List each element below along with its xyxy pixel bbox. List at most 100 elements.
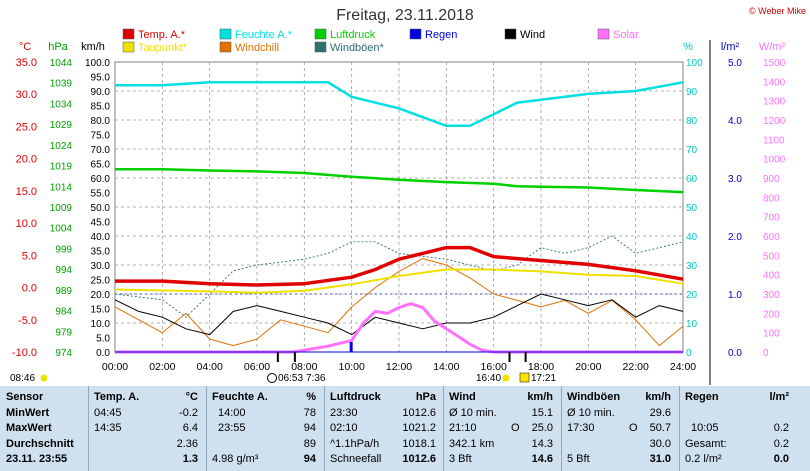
- solar-tick-6: 900: [763, 174, 780, 185]
- press-tick-3: 1029: [50, 120, 73, 131]
- time-tick-5: 10:00: [339, 361, 365, 373]
- wind-tick-6: 70.0: [91, 145, 111, 156]
- sun-icon: [40, 374, 48, 382]
- series-tempa: [115, 245, 684, 287]
- temp-tick-5: 10.0: [16, 218, 37, 230]
- solar-tick-3: 1200: [763, 116, 786, 127]
- press-tick-12: 984: [55, 307, 72, 318]
- hum-avg: 89: [303, 437, 316, 450]
- temp-tick-8: -5.0: [18, 315, 37, 327]
- gust-min-label: Ø 10 min.: [567, 406, 615, 419]
- solar-tick-12: 300: [763, 290, 780, 301]
- legend-label-7: Windchill: [235, 42, 279, 54]
- press-min: 1012.6: [402, 406, 436, 419]
- hum-tick-3: 70: [686, 145, 698, 156]
- durchschnitt-label: Durchschnitt: [6, 437, 74, 450]
- rain-tick-1: 4.0: [728, 116, 742, 127]
- wind-tick-4: 80.0: [91, 116, 111, 127]
- hum-min: 78: [303, 406, 316, 419]
- solar-tick-2: 1300: [763, 97, 786, 108]
- sunset-icon: [502, 374, 510, 382]
- wind-min: 15.1: [531, 406, 553, 419]
- gust-title: Windböen: [567, 391, 621, 403]
- temp-tick-2: 25.0: [16, 121, 37, 133]
- wind-title: Wind: [449, 391, 476, 403]
- rain-title: Regen: [685, 391, 719, 403]
- sunset-time: 16:40: [476, 373, 501, 384]
- solar-tick-7: 800: [763, 193, 780, 204]
- chart-title: Freitag, 23.11.2018: [336, 7, 474, 24]
- rain-total-label: Gesamt:: [685, 437, 727, 450]
- series-feuchtea: [115, 81, 684, 128]
- time-tick-8: 16:00: [481, 361, 507, 373]
- rain-max: 0.2: [773, 422, 789, 434]
- wind-max: 25.0: [531, 422, 553, 434]
- wind-tick-10: 50.0: [91, 203, 111, 214]
- press-tick-4: 1024: [50, 141, 73, 152]
- rain-max-time: 10:05: [691, 422, 719, 434]
- wind-tick-18: 10.0: [91, 319, 111, 330]
- solar-tick-9: 600: [763, 232, 780, 243]
- rain-unit-label: l/m²: [769, 391, 789, 403]
- wind-tick-17: 15.0: [91, 305, 111, 316]
- gust-avg: 30.0: [649, 437, 671, 450]
- hum-tick-6: 40: [686, 232, 698, 243]
- wind-tick-20: 0.0: [96, 348, 110, 359]
- hum-unit: %: [683, 41, 693, 53]
- hum-title: Feuchte A.: [212, 391, 268, 403]
- time-tick-6: 12:00: [386, 361, 412, 373]
- legend-label-3: Regen: [425, 29, 457, 41]
- press-tick-0: 1044: [50, 58, 73, 69]
- press-tick-13: 979: [55, 327, 72, 338]
- legend-swatch-3: [409, 28, 422, 40]
- rain-bar: [349, 342, 353, 352]
- axis-ticks: 35.0 30.0 25.0 20.0 15.0 10.0 5.0 0.0 -5.0 -10.0 1…: [12, 57, 786, 373]
- press-title: Luftdruck: [330, 391, 381, 403]
- solar-tick-15: 0: [763, 348, 769, 359]
- solar-tick-5: 1000: [763, 155, 786, 166]
- temp-unit: °C: [19, 41, 31, 53]
- hum-now: 94: [303, 453, 316, 465]
- wind-tick-0: 100.0: [85, 58, 110, 69]
- press-max-time: 02:10: [330, 422, 358, 434]
- press-tick-7: 1009: [50, 203, 73, 214]
- gust-max-time: 17:30: [567, 422, 595, 434]
- time-tick-10: 20:00: [575, 361, 601, 373]
- solar-tick-0: 1500: [763, 58, 786, 69]
- minwert-label: MinWert: [6, 406, 50, 419]
- temp-tick-9: -10.0: [12, 347, 37, 359]
- temp-title: Temp. A.: [94, 391, 140, 403]
- solar-tick-10: 500: [763, 251, 780, 262]
- press-tick-14: 974: [55, 348, 72, 359]
- legend-swatch-4: [504, 28, 517, 40]
- stats-gust-col: Windböen km/h Ø 10 min. 29.6 17:30 O 50.7 30…: [567, 390, 675, 468]
- series-taupunkt: [114, 268, 684, 294]
- wind-min-label: Ø 10 min.: [449, 406, 497, 419]
- rain-now: 0.0: [773, 453, 789, 465]
- legend-label-0: Temp. A.*: [138, 29, 186, 41]
- gust-now: 31.0: [649, 453, 671, 465]
- legend-label-1: Feuchte A.*: [235, 29, 293, 41]
- rain-tick-2: 3.0: [728, 174, 742, 185]
- time-tick-1: 02:00: [149, 361, 175, 373]
- series-wind: [114, 293, 684, 336]
- press-tick-1: 1039: [50, 79, 73, 90]
- wind-now: 14.6: [531, 453, 553, 465]
- wind-tick-13: 35.0: [91, 247, 111, 258]
- axis-units: °C hPa km/h % l/m² W/m²: [19, 41, 786, 53]
- hum-tick-7: 30: [686, 261, 698, 272]
- stats-press-col: Luftdruck hPa 23:30 1012.6 02:10 1021.2 ^1.…: [330, 390, 440, 468]
- wind-tick-3: 85.0: [91, 102, 111, 113]
- time-tick-9: 18:00: [528, 361, 554, 373]
- wind-tick-7: 65.0: [91, 160, 111, 171]
- legend: Temp. A.* Feuchte A.* Luftdruck Regen Wind So…: [122, 28, 639, 54]
- solar-tick-1: 1400: [763, 77, 786, 88]
- press-tick-9: 999: [55, 244, 72, 255]
- wind-tick-15: 25.0: [91, 276, 111, 287]
- now-label: 23.11. 23:55: [6, 453, 68, 465]
- temp-min-time: 04:45: [94, 406, 122, 419]
- time-tick-7: 14:00: [433, 361, 459, 373]
- series-solar: [115, 302, 683, 354]
- stats-rain-col: Regen l/m² 10:05 0.2 Gesamt: 0.2 0.2 l/m² 0.…: [685, 390, 793, 468]
- time-tick-11: 22:00: [623, 361, 649, 373]
